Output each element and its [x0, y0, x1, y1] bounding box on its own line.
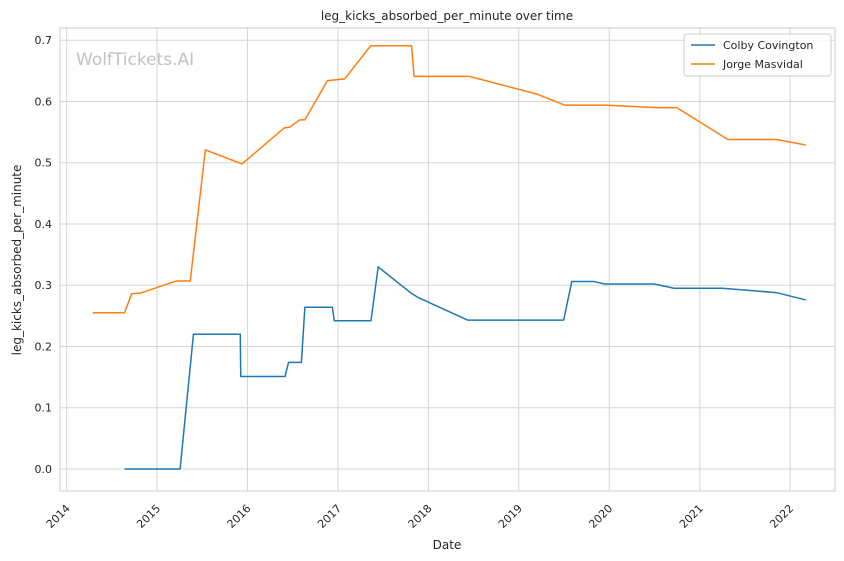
x-axis-title: Date [433, 538, 462, 552]
x-tick-label: 2020 [586, 502, 615, 531]
y-tick-label: 0.0 [35, 463, 53, 476]
y-axis-title: leg_kicks_absorbed_per_minute [10, 165, 24, 356]
y-tick-label: 0.7 [35, 34, 53, 47]
legend: Colby Covington Jorge Masvidal [683, 33, 832, 77]
gridlines [60, 28, 835, 491]
plot-area [59, 27, 836, 492]
y-axis-ticks: 0.0 0.1 0.2 0.3 0.4 0.5 0.6 0.7 [35, 34, 53, 476]
x-tick-label: 2014 [44, 502, 73, 531]
watermark: WolfTickets.AI [76, 50, 194, 70]
x-tick-label: 2015 [134, 502, 163, 531]
series-line-1 [92, 45, 806, 314]
chart-title: leg_kicks_absorbed_per_minute over time [321, 9, 573, 23]
y-tick-label: 0.1 [35, 402, 53, 415]
series-line-0 [124, 266, 806, 470]
y-tick-label: 0.4 [35, 218, 53, 231]
legend-label-colby: Colby Covington [723, 39, 813, 52]
y-tick-label: 0.3 [35, 279, 53, 292]
legend-box [683, 33, 832, 77]
series-lines [92, 45, 806, 470]
x-tick-label: 2016 [225, 502, 254, 531]
y-tick-label: 0.2 [35, 340, 53, 353]
x-tick-label: 2022 [767, 502, 796, 531]
legend-label-jorge: Jorge Masvidal [722, 58, 803, 71]
x-tick-label: 2017 [315, 502, 344, 531]
x-tick-label: 2021 [677, 502, 706, 531]
x-tick-label: 2018 [406, 502, 435, 531]
x-tick-label: 2019 [496, 502, 525, 531]
x-axis-ticks: 2014 2015 2016 2017 2018 2019 2020 2021 2022 [44, 502, 796, 531]
y-tick-label: 0.6 [35, 95, 53, 108]
y-tick-label: 0.5 [35, 157, 53, 170]
